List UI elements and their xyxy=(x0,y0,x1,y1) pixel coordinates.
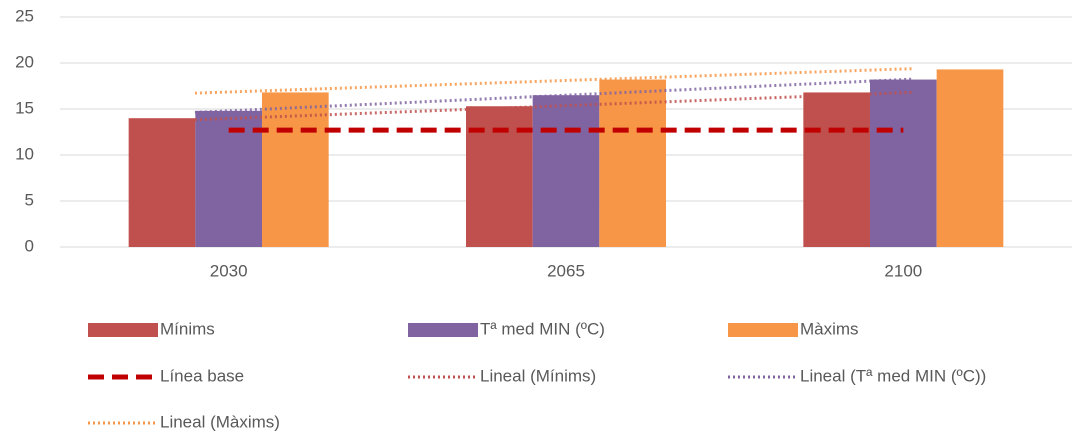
bar xyxy=(936,69,1004,247)
bar xyxy=(532,95,600,247)
bar xyxy=(262,92,329,247)
y-tick-label: 5 xyxy=(25,190,34,209)
x-tick-label: 2100 xyxy=(884,261,922,280)
legend-label: Lineal (Màxims) xyxy=(160,412,280,431)
legend-swatch xyxy=(88,323,158,337)
y-tick-label: 25 xyxy=(15,6,34,25)
legend-swatch xyxy=(728,323,798,337)
legend-label: Tª med MIN (ºC) xyxy=(480,319,605,338)
y-tick-label: 10 xyxy=(15,144,34,163)
x-tick-label: 2065 xyxy=(547,261,585,280)
x-tick-label: 2030 xyxy=(210,261,248,280)
bar xyxy=(870,79,937,247)
y-tick-label: 15 xyxy=(15,98,34,117)
legend-label: Lineal (Tª med MIN (ºC)) xyxy=(800,366,986,385)
bar xyxy=(195,110,262,247)
bar xyxy=(803,92,870,247)
trendline xyxy=(194,67,914,95)
y-tick-label: 0 xyxy=(25,236,34,255)
y-tick-label: 20 xyxy=(15,52,34,71)
legend-label: Línea base xyxy=(160,366,244,385)
legend-label: Mínims xyxy=(160,319,215,338)
bar xyxy=(599,79,666,247)
legend-label: Màxims xyxy=(800,319,859,338)
legend-label: Lineal (Mínims) xyxy=(480,366,596,385)
bar xyxy=(466,106,533,248)
legend-swatch xyxy=(408,323,478,337)
bar xyxy=(128,118,196,247)
